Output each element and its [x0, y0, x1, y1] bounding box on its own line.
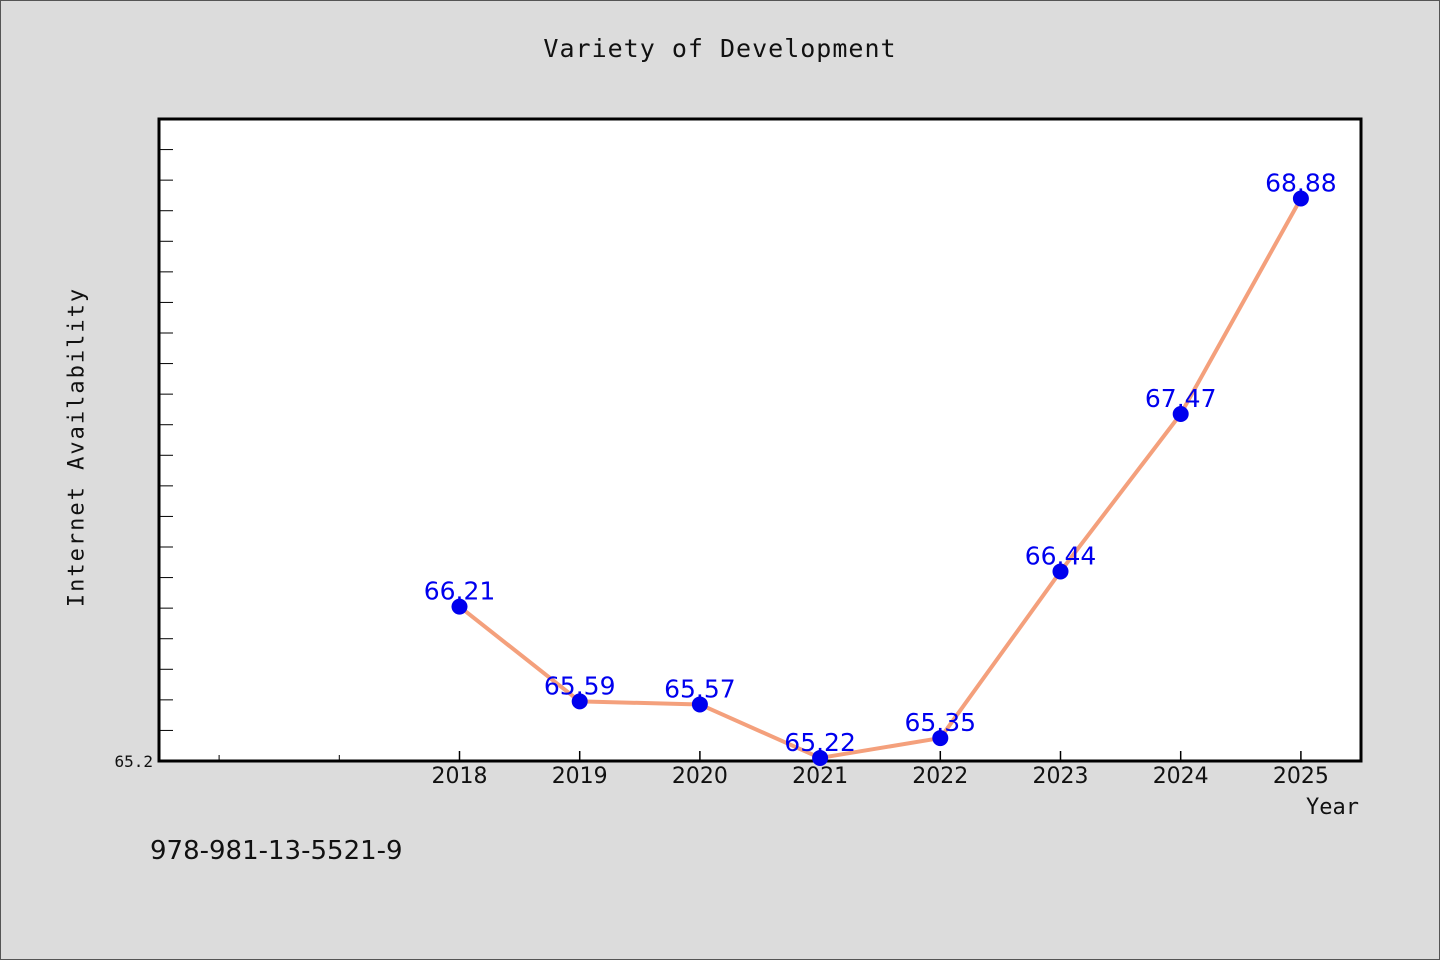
x-axis-label: Year [1306, 795, 1359, 820]
x-tick-label: 2019 [552, 764, 608, 789]
x-tick-label: 2024 [1153, 764, 1209, 789]
data-point [1292, 190, 1309, 207]
plot-area [157, 117, 1363, 763]
series-layer: 66.21 65.59 65.57 65.22 65.35 66.44 67.47 68.88 [424, 168, 1337, 766]
y-axis-ticks: 65.2 [114, 149, 173, 771]
data-label: 68.88 [1265, 168, 1337, 197]
series-line [457, 196, 1303, 760]
data-label: 65.59 [544, 671, 616, 700]
chart-title: Variety of Development [543, 34, 897, 63]
data-label: 67.47 [1145, 384, 1217, 413]
x-tick-label: 2022 [912, 764, 968, 789]
data-point [691, 696, 708, 713]
data-label: 65.57 [664, 674, 736, 703]
data-label: 66.21 [424, 577, 496, 606]
data-point [451, 598, 468, 615]
x-tick-label: 2023 [1033, 764, 1089, 789]
x-tick-label: 2018 [432, 764, 488, 789]
x-tick-label: 2020 [672, 764, 728, 789]
data-point [1172, 406, 1189, 423]
footer-code: 978-981-13-5521-9 [150, 836, 403, 866]
data-point [571, 693, 588, 710]
x-axis-ticks: 2018 2019 2020 2021 2022 2023 2024 2025 [218, 751, 1329, 789]
data-label: 65.35 [905, 708, 977, 737]
data-point [812, 749, 829, 766]
x-tick-label: 2025 [1273, 764, 1329, 789]
x-tick-label: 2021 [792, 764, 848, 789]
data-label: 65.22 [784, 728, 856, 757]
data-point [932, 730, 949, 747]
data-label: 66.44 [1025, 541, 1097, 570]
y-tick-label: 65.2 [114, 752, 153, 771]
data-point [1052, 563, 1069, 580]
